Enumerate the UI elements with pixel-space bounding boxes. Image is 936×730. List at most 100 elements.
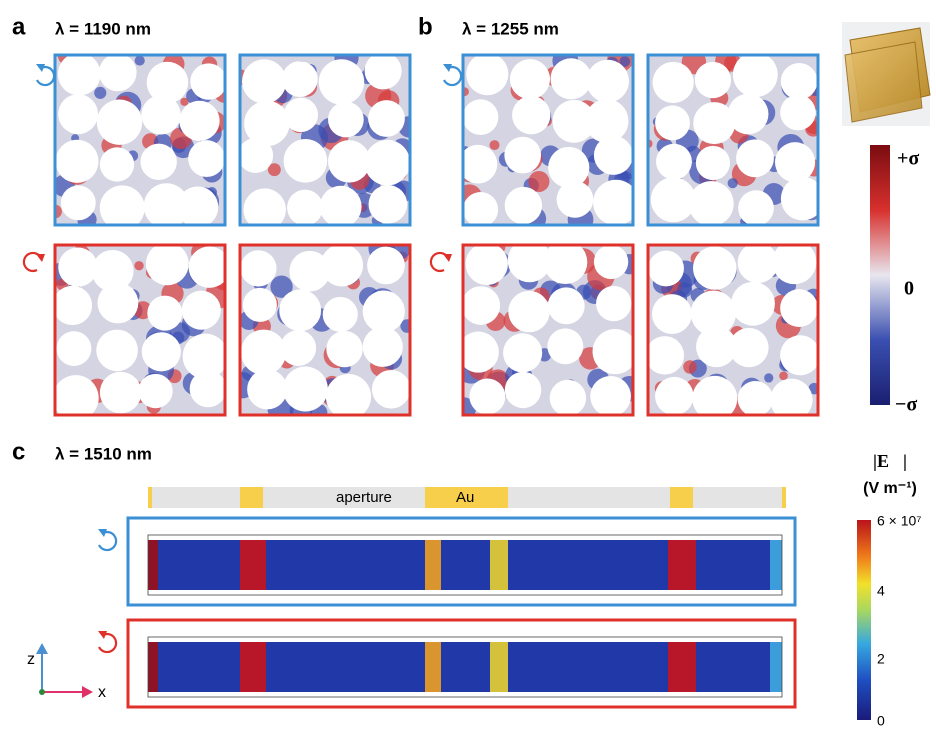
hole	[138, 374, 172, 408]
hole	[550, 380, 586, 416]
panel-label: b	[418, 13, 433, 40]
hole	[369, 185, 408, 224]
wavelength: λ = 1190 nm	[55, 19, 151, 38]
hole	[550, 58, 591, 99]
hole	[96, 330, 138, 372]
hole	[780, 289, 818, 327]
hole	[282, 61, 318, 97]
charge-spot	[94, 87, 106, 99]
hot-spot	[240, 642, 266, 692]
hot-spot	[490, 540, 508, 590]
hole	[247, 369, 287, 409]
polarization-icon	[99, 532, 116, 550]
hole	[323, 297, 358, 332]
hole	[466, 53, 508, 95]
hole	[58, 247, 97, 286]
hole	[365, 140, 411, 186]
hole	[363, 291, 405, 333]
hole	[652, 294, 692, 334]
hole	[284, 98, 318, 132]
charge-spot	[135, 55, 145, 65]
hole	[593, 329, 638, 374]
hole	[504, 137, 541, 174]
hole	[466, 243, 508, 285]
field-map	[452, 237, 642, 421]
hot-spot	[668, 540, 696, 590]
colorbar-tick: 2	[877, 651, 885, 667]
hole	[287, 190, 323, 226]
colorbar-tick: 4	[877, 583, 885, 599]
polarization-arrow	[443, 254, 452, 262]
hole	[590, 376, 631, 417]
charge-spot	[728, 178, 738, 188]
hole	[190, 370, 227, 407]
hole	[321, 244, 363, 286]
colorbar-label: +σ	[897, 148, 919, 170]
wavelength: λ = 1510 nm	[55, 444, 152, 463]
field-map	[646, 240, 824, 422]
hole	[58, 53, 101, 96]
hole	[179, 101, 219, 141]
hole	[141, 95, 180, 134]
hole	[547, 328, 583, 364]
hole	[320, 186, 362, 228]
colorbar-label: −σ	[895, 394, 917, 416]
hole	[656, 144, 692, 180]
hole	[61, 185, 96, 220]
polarization-icon	[444, 67, 461, 85]
hole	[100, 147, 134, 181]
hole	[284, 139, 328, 183]
hot-spot	[148, 540, 158, 590]
field-map	[232, 46, 419, 231]
colorbar-label: 0	[904, 278, 914, 300]
hole	[242, 59, 286, 103]
hole	[469, 379, 505, 415]
hole	[177, 186, 218, 227]
hole	[53, 286, 92, 325]
hot-spot	[148, 642, 158, 692]
charge-spot	[683, 360, 696, 373]
hole	[508, 291, 549, 332]
hole	[238, 138, 273, 173]
wavelength: λ = 1255 nm	[462, 19, 559, 38]
charge-spot	[180, 98, 188, 106]
hole	[55, 140, 98, 183]
hole	[146, 242, 189, 285]
hole	[548, 287, 585, 324]
hole	[326, 331, 362, 367]
hole	[503, 333, 542, 372]
hole	[363, 327, 403, 367]
hole	[695, 62, 731, 98]
hole	[147, 296, 182, 331]
region-label: Au	[456, 489, 474, 506]
polarization-icon	[99, 634, 116, 652]
field-map	[49, 241, 234, 421]
hole	[505, 187, 542, 224]
hole	[586, 60, 629, 103]
field-map	[644, 50, 830, 226]
hole	[463, 99, 499, 135]
colorbar-tick: 0	[877, 713, 885, 729]
hole	[780, 335, 820, 375]
polarization-icon	[37, 67, 54, 85]
hole	[585, 99, 629, 143]
hole	[544, 240, 588, 284]
hot-spot	[490, 642, 508, 692]
colorbar-title: |E⃗|	[873, 451, 907, 471]
charge-spot	[764, 373, 773, 382]
hole	[182, 291, 221, 330]
hole	[243, 288, 277, 322]
hot-spot	[425, 540, 441, 590]
hot-spot	[240, 540, 266, 590]
hole	[775, 142, 815, 182]
hole	[140, 144, 176, 180]
hole	[729, 328, 768, 367]
hole	[97, 283, 138, 324]
colorbar-tick: 6 × 10⁷	[877, 513, 921, 529]
axis-label: z	[27, 651, 35, 668]
hole	[728, 94, 769, 135]
hole	[780, 95, 816, 131]
hole	[512, 96, 550, 134]
hole	[653, 62, 694, 103]
hole	[731, 282, 775, 326]
